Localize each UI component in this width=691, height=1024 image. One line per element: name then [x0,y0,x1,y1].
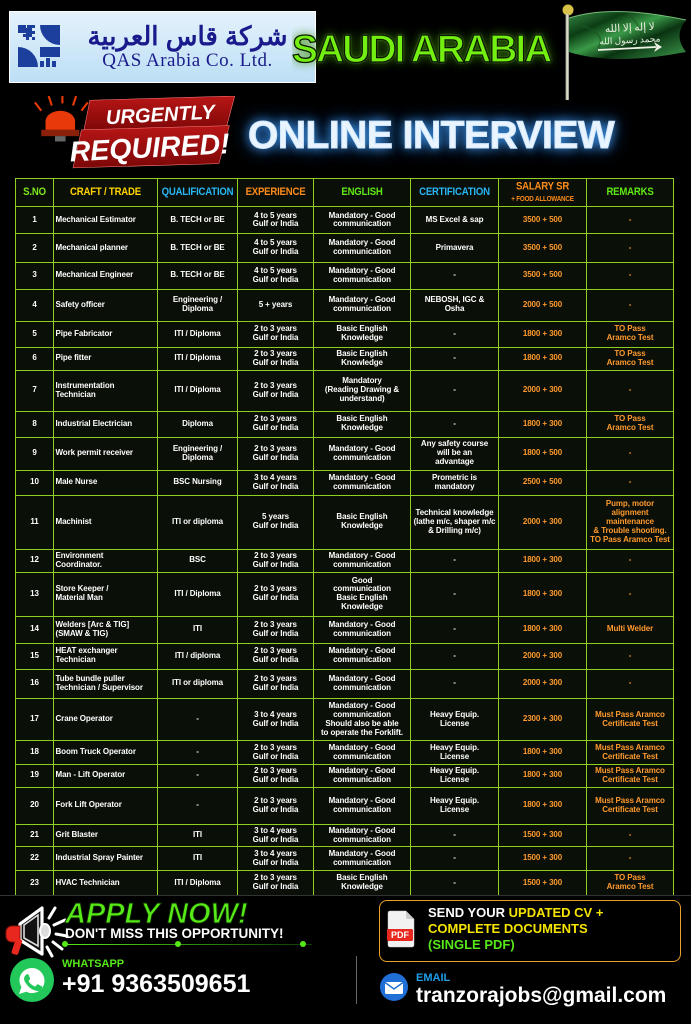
svg-text:PDF: PDF [391,930,410,940]
